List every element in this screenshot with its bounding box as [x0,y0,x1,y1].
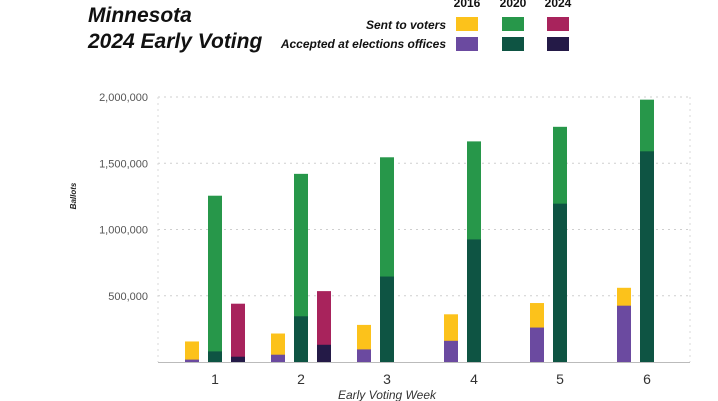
x-tick-label: 2 [297,371,305,387]
y-tick-label: 2,000,000 [99,92,148,104]
bar-accepted-2020-week-4 [467,239,481,362]
legend-swatch-accepted-2020 [502,37,524,51]
legend-label-accepted: Accepted at elections offices [280,37,446,51]
gridlines [157,96,691,363]
legend-year-2016: 2016 [454,0,481,10]
bar-accepted-2016-week-3 [357,349,371,362]
bar-accepted-2016-week-5 [530,327,544,362]
y-tick-label: 1,500,000 [99,158,148,170]
bar-accepted-2024-week-2 [317,344,331,362]
x-axis-title: Early Voting Week [338,388,437,401]
chart-title-line-1: Minnesota [88,4,192,27]
legend-swatch-sent-2020 [502,17,524,31]
bar-accepted-2020-week-5 [553,203,567,362]
x-tick-label: 1 [211,371,219,387]
chart-title-line-2: 2024 Early Voting [87,30,262,53]
legend-year-2024: 2024 [545,0,572,10]
bar-sent-2024-week-2 [317,291,331,362]
bar-accepted-2020-week-2 [294,316,308,362]
bar-accepted-2020-week-6 [640,151,654,362]
legend: 2016 2020 2024 Sent to voters Accepted a… [280,0,572,51]
bar-accepted-2016-week-4 [444,340,458,362]
bar-sent-2016-week-1 [185,341,199,362]
bar-sent-2024-week-1 [231,303,245,362]
bar-accepted-2020-week-1 [208,351,222,362]
legend-swatch-accepted-2024 [547,37,569,51]
bar-accepted-2024-week-1 [231,356,245,362]
x-axis-ticks: 1 2 3 4 5 6 [211,371,651,387]
bar-accepted-2016-week-1 [185,359,199,362]
x-tick-label: 6 [643,371,651,387]
legend-year-2020: 2020 [500,0,527,10]
bar-accepted-2016-week-2 [271,354,285,362]
y-tick-label: 1,000,000 [99,225,148,237]
legend-swatch-accepted-2016 [456,37,478,51]
legend-label-sent: Sent to voters [366,18,446,32]
bars [185,99,654,363]
y-tick-label: 500,000 [108,291,148,303]
bar-accepted-2016-week-6 [617,305,631,362]
chart-title: Minnesota 2024 Early Voting [87,4,262,53]
x-tick-label: 5 [556,371,564,387]
legend-swatch-sent-2024 [547,17,569,31]
bar-sent-2020-week-1 [208,195,222,362]
y-axis-ticks: 500,000 1,000,000 1,500,000 2,000,000 [99,92,148,303]
x-tick-label: 3 [383,371,391,387]
legend-swatch-sent-2016 [456,17,478,31]
bar-accepted-2020-week-3 [380,276,394,362]
y-axis-title: Ballots [69,182,78,209]
bar-sent-2020-week-2 [294,173,308,362]
x-tick-label: 4 [470,371,478,387]
